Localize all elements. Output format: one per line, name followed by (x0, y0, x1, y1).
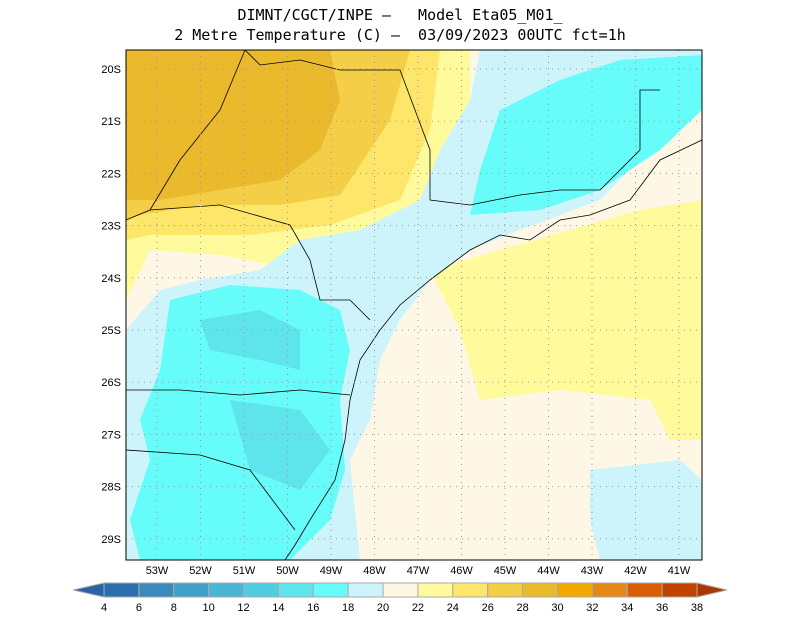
lat-label: 22S (101, 168, 121, 180)
lat-label: 24S (101, 273, 121, 285)
lat-label: 20S (101, 64, 121, 76)
lon-label: 41W (668, 565, 691, 577)
colorbar-low-arrow (72, 582, 105, 598)
colorbar-label: 24 (447, 602, 459, 614)
lon-label: 49W (320, 565, 343, 577)
title-line-2: 2 Metre Temperature (C) – 03/09/2023 00U… (174, 26, 626, 44)
colorbar-label: 14 (272, 602, 284, 614)
field-16-18-ne (470, 55, 702, 215)
map-frame (125, 49, 703, 561)
state-border-ms (125, 49, 246, 221)
colorbar-swatch (312, 582, 349, 598)
colorbar-swatch (522, 582, 558, 598)
state-border-rs (125, 449, 296, 531)
lat-label: 27S (101, 429, 121, 441)
lat-label: 28S (101, 482, 121, 494)
state-border-sp-mg (244, 49, 660, 206)
lon-label: 44W (537, 565, 560, 577)
colorbar-swatch (661, 582, 698, 598)
colorbar-label: 10 (203, 602, 215, 614)
colorbar-swatch (173, 582, 210, 598)
colorbar-label: 16 (307, 602, 319, 614)
field-28-30 (126, 50, 340, 200)
temperature-field (126, 50, 702, 560)
lon-label: 47W (407, 565, 430, 577)
field-18-20-se (590, 460, 702, 560)
colorbar-swatch (138, 582, 175, 598)
colorbar-swatch (556, 582, 593, 598)
colorbar-label: 26 (482, 602, 494, 614)
colorbar-label: 18 (342, 602, 354, 614)
colorbar-swatch (382, 582, 419, 598)
lat-label: 21S (101, 116, 121, 128)
colorbar-swatch (277, 582, 314, 598)
colorbar-swatch (626, 582, 663, 598)
lon-label: 48W (363, 565, 386, 577)
lat-label: 29S (101, 534, 121, 546)
lon-label: 51W (233, 565, 256, 577)
colorbar-label: 34 (621, 602, 633, 614)
colorbar-label: 28 (516, 602, 528, 614)
lon-label: 42W (624, 565, 647, 577)
state-border-sc (126, 389, 351, 396)
field-14-16 (200, 310, 330, 490)
lon-label: 46W (450, 565, 473, 577)
lon-labels: 53W 52W 51W 50W 49W 48W 47W 46W 45W 44W 43W 42W 41W (146, 565, 691, 577)
state-border-pr (149, 204, 371, 321)
lat-label: 26S (101, 377, 121, 389)
lon-label: 45W (494, 565, 517, 577)
colorbar-swatch (487, 582, 524, 598)
colorbar-label: 22 (412, 602, 424, 614)
lon-label: 53W (146, 565, 169, 577)
colorbar-swatch (417, 582, 454, 598)
grid-lines (126, 50, 702, 560)
field-22-24-east (430, 200, 702, 440)
colorbar-label: 20 (377, 602, 389, 614)
colorbar-swatch (243, 582, 279, 598)
colorbar-label: 32 (586, 602, 598, 614)
coastline (284, 139, 703, 561)
colorbar-label: 38 (691, 602, 703, 614)
colorbar-label: 36 (656, 602, 668, 614)
colorbar-high-arrow (696, 582, 728, 598)
colorbar-label: 30 (551, 602, 563, 614)
lon-label: 43W (581, 565, 604, 577)
colorbar-label: 4 (101, 602, 107, 614)
lat-labels: 20S 21S 22S 23S 24S 25S 26S 27S 28S 29S (101, 64, 121, 546)
lon-label: 52W (189, 565, 212, 577)
title-line-1: DIMNT/CGCT/INPE – Model Eta05_M01_ (237, 6, 563, 24)
colorbar-swatch (208, 582, 245, 598)
colorbar-label: 12 (237, 602, 249, 614)
colorbar-swatch (591, 582, 628, 598)
colorbar-swatch (103, 582, 140, 598)
colorbar: 4 6 8 10 12 14 16 18 20 22 24 26 28 30 32 34 36 38 (72, 582, 728, 614)
colorbar-label: 8 (171, 602, 177, 614)
colorbar-swatch (347, 582, 384, 598)
lon-label: 50W (276, 565, 299, 577)
coastline-borders (125, 49, 703, 561)
lat-label: 25S (101, 325, 121, 337)
lat-label: 23S (101, 221, 121, 233)
colorbar-swatch (452, 582, 489, 598)
colorbar-label: 6 (136, 602, 142, 614)
